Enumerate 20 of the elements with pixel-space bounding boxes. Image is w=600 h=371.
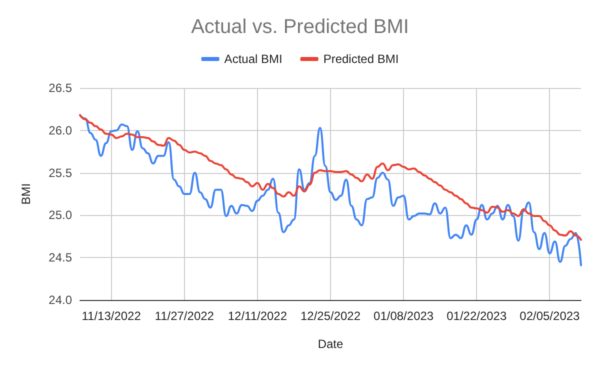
x-tick-label: 02/05/2023 bbox=[520, 309, 580, 323]
legend-label: Actual BMI bbox=[224, 52, 282, 66]
line-series bbox=[79, 114, 582, 266]
x-tick-label: 12/25/2022 bbox=[300, 309, 361, 323]
y-tick-label: 24.5 bbox=[48, 250, 72, 265]
legend-label: Predicted BMI bbox=[323, 52, 399, 66]
y-tick-label: 26.0 bbox=[48, 123, 72, 138]
x-tick-label: 11/27/2022 bbox=[154, 309, 214, 323]
y-axis-title: BMI bbox=[19, 183, 33, 205]
x-axis-title: Date bbox=[318, 337, 344, 351]
y-tick-label: 26.5 bbox=[48, 81, 72, 95]
x-tick-label: 11/13/2022 bbox=[82, 309, 142, 323]
x-tick-label: 01/22/2023 bbox=[446, 309, 507, 323]
chart-title: Actual vs. Predicted BMI bbox=[191, 16, 409, 38]
y-tick-label: 25.5 bbox=[48, 166, 72, 180]
x-tick-label: 01/08/2023 bbox=[374, 309, 434, 323]
y-tick-label: 25.0 bbox=[48, 208, 72, 222]
x-tick-label: 12/11/2022 bbox=[228, 309, 288, 323]
line-series bbox=[79, 114, 582, 241]
y-tick-label: 24.0 bbox=[48, 293, 72, 307]
